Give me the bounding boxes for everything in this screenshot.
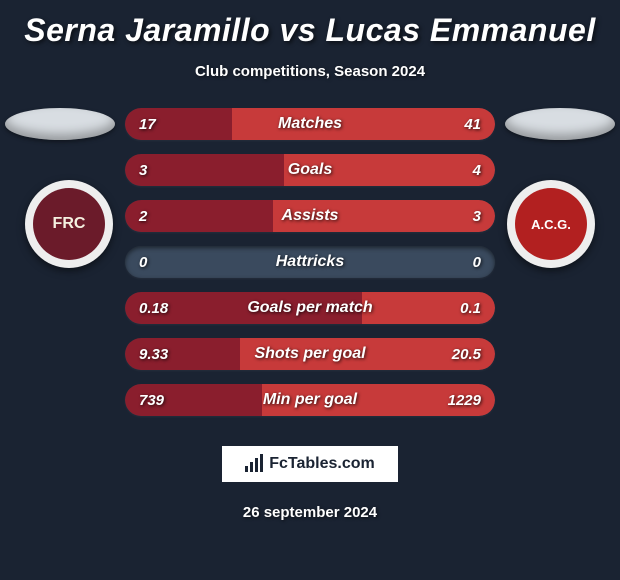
stat-fill-left xyxy=(125,292,362,324)
chart-icon xyxy=(245,454,265,475)
team-right-badge: A.C.G. xyxy=(507,180,595,268)
stat-fill-left xyxy=(125,338,240,370)
stat-fill-right xyxy=(273,200,495,232)
team-left-badge-text: FRC xyxy=(33,188,105,260)
stat-fill-left xyxy=(125,384,262,416)
team-right-ellipse xyxy=(505,108,615,140)
comparison-title: Serna Jaramillo vs Lucas Emmanuel xyxy=(0,0,620,49)
stat-row: 34Goals xyxy=(125,154,495,186)
comparison-content: FRC A.C.G. 1741Matches34Goals23Assists00… xyxy=(0,108,620,416)
stat-fill-right xyxy=(262,384,495,416)
stat-fill-left xyxy=(125,108,232,140)
team-left-badge: FRC xyxy=(25,180,113,268)
team-right-badge-text: A.C.G. xyxy=(515,188,587,260)
stat-row: 0.180.1Goals per match xyxy=(125,292,495,324)
footer-brand-text: FcTables.com xyxy=(269,455,375,473)
team-left-ellipse xyxy=(5,108,115,140)
footer-logo: FcTables.com xyxy=(220,444,400,484)
stat-fill-left xyxy=(125,154,284,186)
stat-fill-right xyxy=(362,292,495,324)
stat-fill-right xyxy=(240,338,495,370)
stat-bars: 1741Matches 34Goals 23Assists 0 0Hattricks 0.… xyxy=(125,108,495,416)
stat-fill-right xyxy=(284,154,495,186)
stat-value-left: 0 xyxy=(139,246,147,278)
stat-row: 23Assists xyxy=(125,200,495,232)
comparison-date: 26 september 2024 xyxy=(0,504,620,521)
stat-row: 7391229Min per goal xyxy=(125,384,495,416)
stat-value-right: 0 xyxy=(473,246,481,278)
stat-label: Hattricks xyxy=(125,246,495,278)
stat-fill-left xyxy=(125,200,273,232)
stat-row: 9.3320.5Shots per goal xyxy=(125,338,495,370)
stat-row: 0 0Hattricks xyxy=(125,246,495,278)
stat-fill-right xyxy=(232,108,495,140)
comparison-subtitle: Club competitions, Season 2024 xyxy=(0,63,620,80)
stat-row: 1741Matches xyxy=(125,108,495,140)
